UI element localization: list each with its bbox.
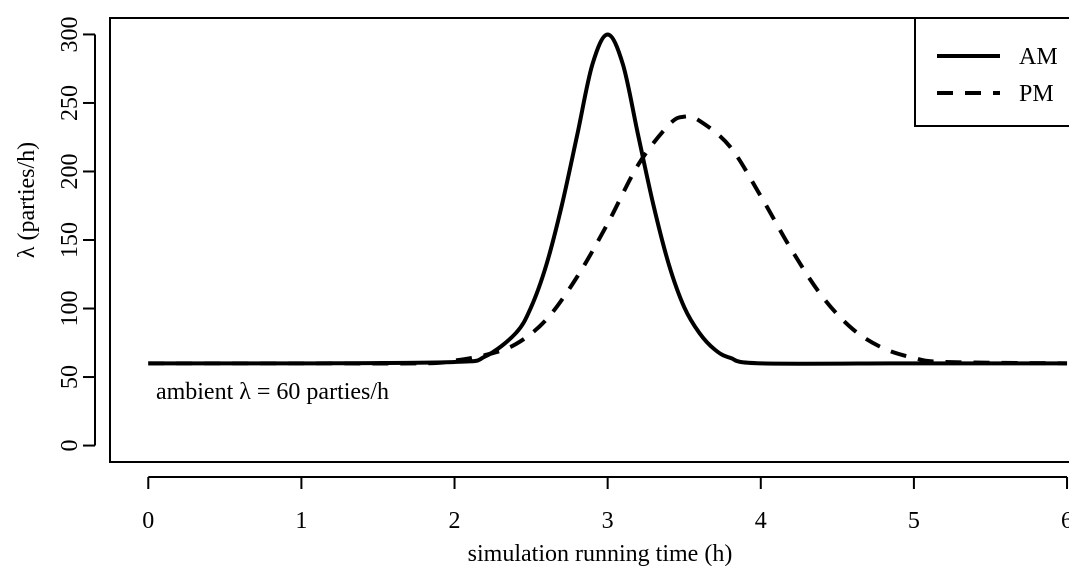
legend-label-pm: PM xyxy=(1019,81,1054,107)
y-axis-title: λ (parties/h) xyxy=(14,142,40,258)
x-tick-label: 1 xyxy=(295,508,307,534)
x-tick-label: 6 xyxy=(1061,508,1069,534)
x-tick-label: 0 xyxy=(142,508,154,534)
y-tick-label: 200 xyxy=(57,153,83,189)
y-tick-label: 100 xyxy=(57,291,83,327)
x-axis: 0 1 2 3 4 5 6 xyxy=(142,476,1069,534)
y-tick-label: 300 xyxy=(57,16,83,52)
x-tick-label: 2 xyxy=(449,508,461,534)
y-tick-label: 150 xyxy=(57,222,83,258)
legend: AM PM xyxy=(914,17,1069,127)
x-axis-title: simulation running time (h) xyxy=(468,541,733,566)
annotation-layer: ambient λ = 60 parties/h xyxy=(156,379,389,405)
x-tick-label: 3 xyxy=(602,508,614,534)
y-axis: 0 50 100 150 200 250 300 xyxy=(57,16,96,452)
ambient-annotation: ambient λ = 60 parties/h xyxy=(156,379,389,405)
x-tick-label: 5 xyxy=(908,508,920,534)
series-layer xyxy=(148,32,1068,366)
legend-box xyxy=(914,17,1069,127)
series-line-pm xyxy=(148,114,1068,366)
y-tick-label: 0 xyxy=(57,440,83,452)
x-tick-label: 4 xyxy=(755,508,767,534)
legend-label-am: AM xyxy=(1019,44,1058,70)
plot-area-frame xyxy=(109,17,1069,463)
y-tick-label: 250 xyxy=(57,85,83,121)
y-tick-label: 50 xyxy=(57,365,83,389)
